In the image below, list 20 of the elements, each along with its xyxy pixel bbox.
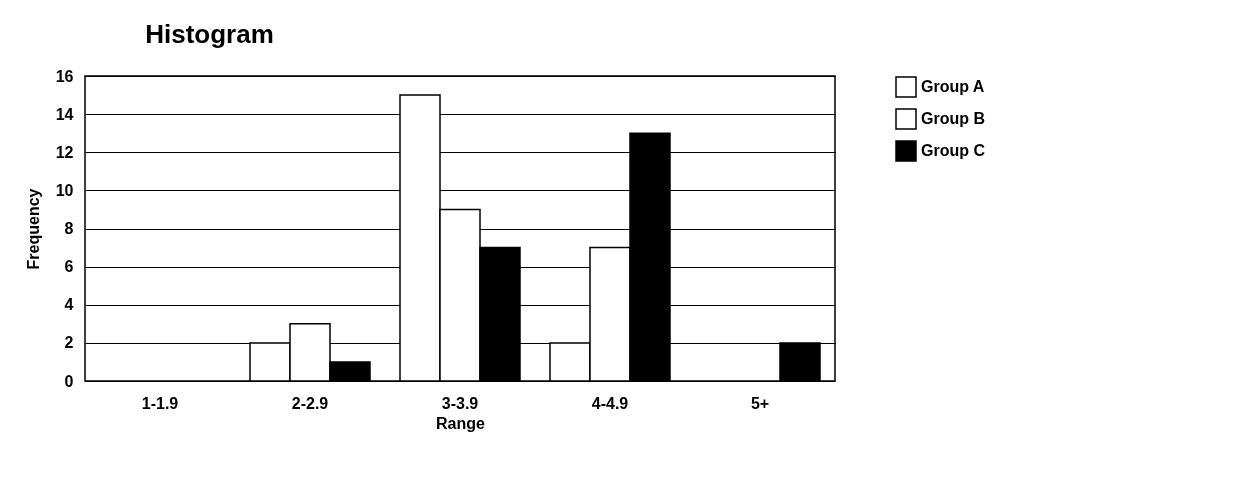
x-tick-label: 3-3.9	[441, 394, 479, 412]
y-tick-label: 2	[64, 334, 74, 352]
legend-label: Group B	[921, 110, 985, 127]
chart-title: Histogram	[145, 19, 274, 49]
y-tick-label: 8	[64, 220, 74, 237]
y-tick-label: 16	[55, 67, 74, 85]
x-tick-label: 1-1.9	[141, 394, 179, 412]
legend-label: Group A	[921, 78, 985, 95]
y-tick-label: 6	[64, 258, 74, 276]
x-axis-title: Range	[436, 414, 486, 432]
y-tick-label: 0	[64, 372, 74, 390]
x-tick-label: 2-2.9	[291, 394, 329, 412]
legend-label: Group C	[921, 142, 986, 159]
x-tick-label: 5+	[750, 394, 770, 412]
y-tick-label: 10	[55, 181, 74, 199]
y-tick-label: 14	[55, 105, 74, 123]
y-tick-label: 4	[64, 296, 74, 314]
x-tick-label: 4-4.9	[591, 394, 629, 412]
y-axis-title: Frequency	[24, 188, 42, 270]
y-tick-label: 12	[55, 143, 74, 161]
